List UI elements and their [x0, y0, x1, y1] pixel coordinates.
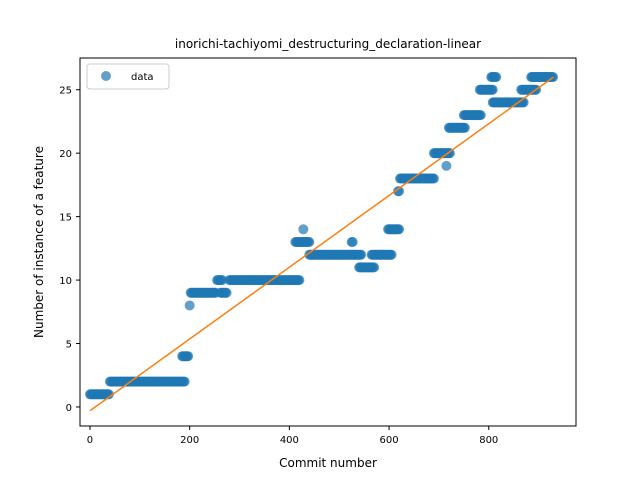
data-point: [394, 224, 405, 235]
data-point: [369, 262, 380, 273]
plot-data: [84, 72, 559, 400]
tick-layer: 0 200 400 600 800 0 5 10 15 20 25: [59, 86, 498, 446]
x-tick-label: 400: [280, 435, 299, 446]
data-point: [298, 224, 309, 235]
data-point: [459, 122, 470, 133]
data-point: [487, 84, 498, 95]
x-tick-label: 600: [380, 435, 399, 446]
data-point: [356, 249, 367, 260]
data-point: [217, 275, 228, 286]
legend-marker-data: [101, 71, 111, 81]
data-point: [179, 376, 190, 387]
data-point: [221, 287, 232, 298]
data-point: [103, 389, 114, 400]
fit-line: [89, 76, 555, 412]
data-point: [183, 351, 194, 362]
fit-line-layer: [89, 76, 555, 412]
data-point: [304, 237, 315, 247]
legend-box: [86, 63, 170, 90]
chart-title: inorichi-tachiyomi_destructuring_declara…: [175, 37, 481, 51]
data-point: [475, 110, 486, 121]
data-point: [386, 249, 397, 260]
x-tick-label: 800: [479, 435, 498, 446]
y-tick-label: 20: [59, 149, 72, 160]
y-tick-label: 0: [66, 403, 72, 414]
data-point: [347, 237, 358, 247]
data-point: [491, 72, 502, 83]
data-point: [428, 173, 439, 184]
y-axis-title: Number of instance of a feature: [32, 146, 46, 338]
data-point: [394, 186, 405, 197]
data-point: [184, 300, 195, 311]
legend-label-data: data: [131, 72, 154, 83]
data-point: [294, 275, 305, 286]
legend: data: [86, 63, 170, 90]
y-tick-label: 15: [59, 213, 72, 224]
axes: [79, 57, 577, 427]
data-point: [441, 160, 452, 171]
y-tick-label: 10: [59, 276, 72, 287]
plot-frame: [79, 57, 577, 427]
y-tick-label: 5: [66, 340, 72, 351]
x-axis-title: Commit number: [279, 456, 377, 470]
x-tick-label: 200: [180, 435, 199, 446]
y-tick-label: 25: [59, 86, 72, 97]
x-tick-label: 0: [87, 435, 93, 446]
